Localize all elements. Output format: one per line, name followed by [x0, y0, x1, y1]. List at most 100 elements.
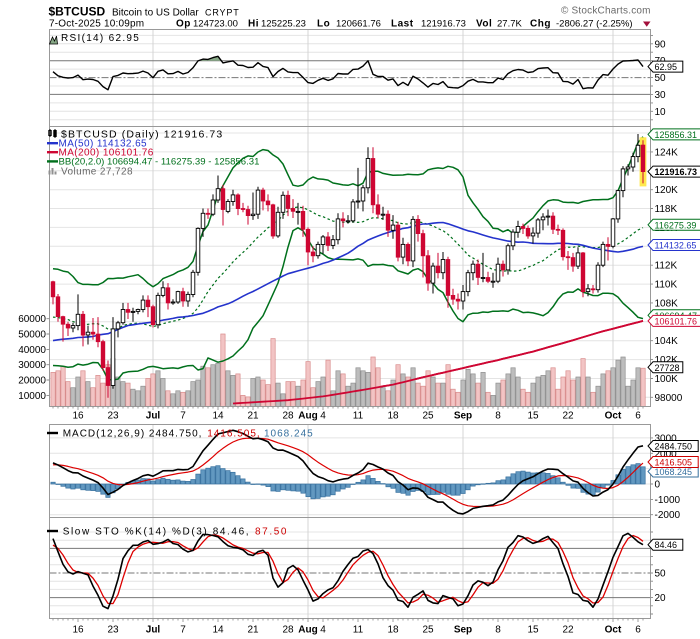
svg-text:MACD(12,26,9) 2484.750,: MACD(12,26,9) 2484.750, — [63, 429, 203, 440]
svg-text:1068.245: 1068.245 — [264, 429, 314, 440]
svg-text:84.46: 84.46 — [655, 540, 678, 550]
svg-text:100K: 100K — [655, 374, 679, 385]
svg-text:Aug: Aug — [298, 411, 317, 422]
svg-text:40000: 40000 — [18, 345, 46, 356]
svg-text:Oct: Oct — [605, 411, 622, 422]
svg-text:124K: 124K — [655, 147, 679, 158]
svg-text:125225.23: 125225.23 — [261, 19, 306, 30]
svg-text:22: 22 — [562, 411, 574, 422]
svg-text:2484.750: 2484.750 — [655, 442, 693, 452]
svg-text:11: 11 — [353, 625, 364, 636]
svg-text:23: 23 — [107, 625, 119, 636]
svg-text:1068.245: 1068.245 — [655, 467, 693, 477]
svg-text:27.7K: 27.7K — [497, 19, 522, 30]
svg-text:14: 14 — [212, 625, 224, 636]
svg-text:28: 28 — [282, 411, 294, 422]
svg-text:11: 11 — [353, 411, 364, 422]
svg-text:RSI(14) 62.95: RSI(14) 62.95 — [61, 33, 140, 44]
svg-text:28: 28 — [282, 625, 294, 636]
svg-text:Hi: Hi — [248, 19, 259, 30]
svg-text:106101.76: 106101.76 — [655, 316, 698, 326]
svg-text:-2806.27 (-2.25%): -2806.27 (-2.25%) — [556, 19, 633, 30]
svg-text:21: 21 — [247, 625, 259, 636]
svg-text:Jul: Jul — [146, 411, 161, 422]
svg-text:20: 20 — [655, 593, 667, 604]
svg-text:7: 7 — [180, 625, 186, 636]
svg-text:20000: 20000 — [18, 376, 46, 387]
svg-text:-1000: -1000 — [655, 495, 681, 506]
svg-text:2000: 2000 — [655, 449, 678, 460]
svg-text:23: 23 — [107, 411, 119, 422]
svg-text:108K: 108K — [655, 298, 679, 309]
svg-text:7: 7 — [180, 411, 186, 422]
svg-text:50000: 50000 — [18, 330, 46, 341]
svg-text:120661.76: 120661.76 — [336, 19, 381, 30]
svg-text:27728: 27728 — [655, 363, 680, 373]
svg-text:Bitcoin to US Dollar: Bitcoin to US Dollar — [112, 8, 199, 19]
svg-text:Chg: Chg — [530, 19, 551, 30]
svg-text:MA(50) 114132.65: MA(50) 114132.65 — [59, 139, 148, 150]
svg-text:6: 6 — [635, 625, 641, 636]
svg-text:15: 15 — [527, 625, 539, 636]
svg-text:124723.00: 124723.00 — [193, 19, 238, 30]
svg-text:3000: 3000 — [655, 433, 678, 444]
svg-text:50: 50 — [655, 569, 667, 580]
svg-text:112K: 112K — [655, 261, 678, 272]
svg-text:Last: Last — [391, 19, 414, 30]
svg-text:1416.505: 1416.505 — [655, 458, 693, 468]
svg-text:0: 0 — [655, 480, 661, 491]
svg-text:118K: 118K — [655, 204, 678, 215]
svg-text:121916.73: 121916.73 — [655, 167, 698, 177]
svg-text:Aug: Aug — [298, 625, 317, 636]
svg-text:-2000: -2000 — [655, 510, 681, 521]
svg-text:Jul: Jul — [146, 625, 161, 636]
svg-text:Oct: Oct — [605, 625, 622, 636]
svg-text:30: 30 — [655, 90, 667, 101]
svg-text:1416.505,: 1416.505, — [207, 429, 261, 440]
svg-text:125856.31: 125856.31 — [655, 130, 698, 140]
svg-text:62.95: 62.95 — [655, 62, 678, 72]
svg-text:Op: Op — [176, 19, 191, 30]
svg-text:Vol: Vol — [476, 19, 492, 30]
svg-text:Sep: Sep — [454, 625, 472, 636]
svg-text:Volume 27,728: Volume 27,728 — [61, 167, 133, 178]
svg-text:50: 50 — [655, 73, 667, 84]
svg-text:25: 25 — [422, 625, 434, 636]
svg-text:60000: 60000 — [18, 314, 46, 325]
svg-text:16: 16 — [72, 625, 84, 636]
svg-text:121916.73: 121916.73 — [421, 19, 466, 30]
svg-text:15: 15 — [527, 411, 539, 422]
svg-text:18: 18 — [387, 625, 399, 636]
svg-text:16: 16 — [72, 411, 84, 422]
svg-text:98000: 98000 — [655, 393, 683, 404]
svg-text:8: 8 — [495, 411, 501, 422]
svg-text:8: 8 — [495, 625, 501, 636]
svg-text:CRYPT: CRYPT — [205, 8, 240, 18]
svg-text:14: 14 — [212, 411, 224, 422]
svg-text:4: 4 — [320, 411, 326, 422]
svg-text:7-Oct-2025 10:09pm: 7-Oct-2025 10:09pm — [49, 19, 144, 30]
svg-text:30000: 30000 — [18, 360, 46, 371]
svg-text:BB(20,2.0) 106694.47 - 116275.: BB(20,2.0) 106694.47 - 116275.39 - 12585… — [59, 157, 260, 168]
svg-text:$BTCUSD (Daily) 121916.73: $BTCUSD (Daily) 121916.73 — [61, 129, 223, 141]
svg-text:Sep: Sep — [454, 411, 472, 422]
svg-text:6: 6 — [635, 411, 641, 422]
svg-text:4: 4 — [320, 625, 326, 636]
svg-text:MA(200) 106101.76: MA(200) 106101.76 — [59, 148, 154, 159]
svg-text:Lo: Lo — [317, 19, 330, 30]
svg-text:116275.39: 116275.39 — [655, 220, 697, 230]
svg-text:114132.65: 114132.65 — [655, 241, 697, 251]
svg-text:10: 10 — [655, 107, 667, 118]
svg-text:102K: 102K — [655, 355, 679, 366]
svg-text:87.50: 87.50 — [255, 527, 288, 538]
svg-text:10000: 10000 — [18, 391, 46, 402]
svg-text:© StockCharts.com: © StockCharts.com — [561, 6, 651, 17]
svg-text:Slow STO %K(14) %D(3) 84.46,: Slow STO %K(14) %D(3) 84.46, — [63, 527, 250, 538]
svg-text:120K: 120K — [655, 185, 679, 196]
svg-text:18: 18 — [387, 411, 399, 422]
svg-text:21: 21 — [247, 411, 259, 422]
svg-text:$BTCUSD: $BTCUSD — [49, 5, 106, 19]
svg-text:90: 90 — [655, 39, 667, 50]
svg-text:22: 22 — [562, 625, 574, 636]
svg-text:25: 25 — [422, 411, 434, 422]
